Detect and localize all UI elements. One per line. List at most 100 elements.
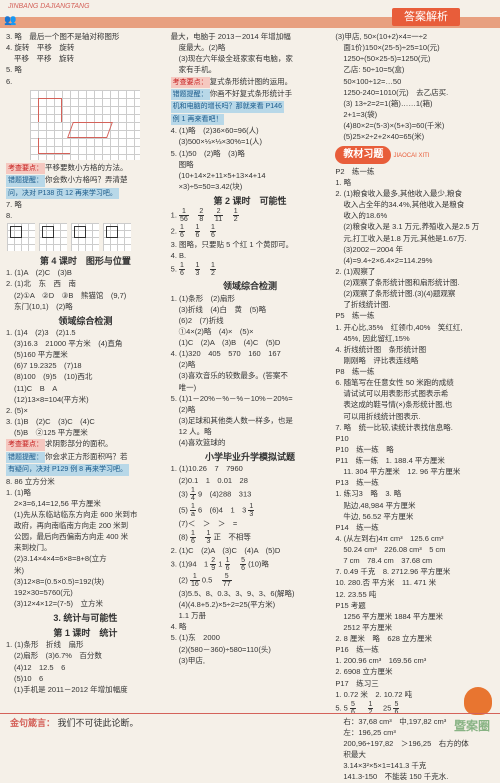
watermark-text: 暨案圈 — [454, 719, 490, 735]
tag-label: 错题提醒： — [6, 452, 45, 463]
text-line: 平移 平移 旋转 — [6, 54, 165, 64]
text-line: 4. 略 — [171, 622, 330, 632]
tag-label: 考查要点： — [171, 77, 210, 88]
text-line: 50×100÷12=…50 — [335, 77, 494, 87]
column-1: 3. 略 最后一个图不是轴对称图形 4. 旋转 平移 旋转 平移 平移 旋转 5… — [6, 32, 165, 683]
column-3: (3)甲店, 50×(10+2)×4=一÷2 面1价)150×(25-5)÷25… — [335, 32, 494, 683]
text-line: 1. (1)4 (2)3 (2)1.5 — [6, 328, 165, 338]
text-line: (2) 116 0.5 577 — [171, 573, 330, 588]
text-line: ×3)÷5=50=3.42(块) — [171, 182, 330, 192]
text-line: P10 练一练 略 — [335, 445, 494, 455]
text-line: 7 cm 78.4 cm 37.68 cm — [335, 556, 494, 566]
text-line: 2+1=3(袋) — [335, 110, 494, 120]
small-grids — [6, 222, 165, 252]
text-line: (2)0.1 1 0.01 28 — [171, 476, 330, 486]
text-line: 1.1 万册 — [171, 611, 330, 621]
text-line: (2)扇形 (3)6.7% 百分数 — [6, 651, 165, 661]
text-line: (3)折线 (4)白 黄 (5)略 — [171, 305, 330, 315]
page-footer: 金句箴言： 我们不可徒此论断。 暨案圈 — [0, 713, 500, 743]
text-line: ①4×(2)略 (4)× (5)× — [171, 327, 330, 337]
text-line: 50.24 cm³ 226.08 cm³ 5 cm — [335, 545, 494, 555]
text-line: 1. 练习3 略 3. 略 — [335, 489, 494, 499]
text-line: P11 练一练 1. 188.4 平方厘米 — [335, 456, 494, 466]
text-line: (1)手机是 2011－2012 年增加幅度 — [6, 685, 165, 695]
shape-icon — [67, 122, 113, 138]
text-line: (2)①A ②D ③B 熊猫馆 (9,7) — [6, 291, 165, 301]
text-line: (1)C (2)A (3)B (4)C (5)D — [171, 338, 330, 348]
text-line: (8) 16 13 正 不相等 — [171, 530, 330, 545]
text-line: (5)160 平方厘米 — [6, 350, 165, 360]
text-line: (4)(4.8+5.2)×5÷2=25(平方米) — [171, 600, 330, 610]
text-line: (3)足球和其他类人数一样多，也是 — [171, 416, 330, 426]
text-line: 唯一) — [171, 383, 330, 393]
text-line: 2512 平方厘米 — [335, 623, 494, 633]
text-line: 乙店: 50÷10=5(盒) — [335, 65, 494, 75]
text-line: 2. (5)× — [6, 406, 165, 416]
tag-text: 机和电脑的增长吗？那就来看 P146 — [171, 101, 284, 112]
text-line: 4. (1)320 405 570 160 167 — [171, 349, 330, 359]
text-line: 贴边,48,984 平方厘米 — [335, 501, 494, 511]
text-line: 最大，电脑于 2013－2014 年增加幅 — [171, 32, 330, 42]
text-line: 刚刚略 评比表连线略 — [335, 356, 494, 366]
text-line: (6)7 19.2325 (7)18 — [6, 361, 165, 371]
text-line: 192×30=5760(元) — [6, 588, 165, 598]
section-title: 第 4 课时 图形与位置 — [6, 255, 165, 267]
answer-analysis-title: 答案解析 — [392, 8, 460, 26]
tag-text: 你画不好复式条形统计手 — [210, 89, 293, 98]
grid-figure — [30, 90, 140, 160]
text-line: 1. (1)条形 折线 扇形 — [6, 640, 165, 650]
text-line: (3)12×8=(0.5×0.5)=192(块) — [6, 577, 165, 587]
text-line: 家有手机。 — [171, 65, 330, 75]
text-line: (3)16.3 21000 平方米 (4)直角 — [6, 339, 165, 349]
text-line: 牛边, 56.52 平方厘米 — [335, 512, 494, 522]
text-line: 8. — [6, 211, 165, 221]
text-line: (3) 13÷2=2=1(箱)……1(箱) — [335, 99, 494, 109]
text-line: 12 人。略 — [171, 427, 330, 437]
text-line: 45%, 因此留红,15% — [335, 334, 494, 344]
text-line: 3. 图略，只要贴 5 个红 1 个黄即可。 — [171, 240, 330, 250]
text-line: 7. 0.49 千克 8. 2712.96 平方厘米 — [335, 567, 494, 577]
text-line: (11)C B A — [6, 384, 165, 394]
text-line: 图略 — [171, 160, 330, 170]
text-line: P10 — [335, 434, 494, 444]
tag-label: 考查要点： — [6, 163, 45, 174]
text-line: 表这成的鞋号情(×)条形统计图,也 — [335, 400, 494, 410]
text-line: 面1价)150×(25-5)÷25=10(元) — [335, 43, 494, 53]
section-title: 第 2 课时 可能性 — [171, 195, 330, 207]
grid-icon — [7, 223, 35, 251]
text-line: P14 练一练 — [335, 523, 494, 533]
text-line: 请试试可以用表影形式图表示希 — [335, 389, 494, 399]
text-line: 4. 旋转 平移 旋转 — [6, 43, 165, 53]
text-line: 2×3=6,14=12,56 平方厘米 — [6, 499, 165, 509]
text-line: 1250÷(50×25-5)=1250(元) — [335, 54, 494, 64]
main-content: 3. 略 最后一个图不是轴对称图形 4. 旋转 平移 旋转 平移 平移 旋转 5… — [0, 28, 500, 713]
text-line: 元,打工收入是1.8 万元,其他是1.67万. — [335, 234, 494, 244]
tag-text: 有疑问，决对 P129 例 8 再来学习吧。 — [6, 464, 129, 475]
text-line: (3)5.5、8、0.3、3、9、3、6(解略) — [171, 589, 330, 599]
tag-label: 错题提醒： — [171, 89, 210, 100]
text-line: (3)500×⅓×⅓×30%=1(人) — [171, 137, 330, 147]
text-line: 5. 16 13 12 — [171, 262, 330, 277]
section-title: 领域综合检测 — [171, 280, 330, 292]
text-line: 2. (1)C (2)A (3)C (4)A (5)D — [171, 546, 330, 556]
text-line: (1)先从东临站临东方向走 600 米到市 — [6, 510, 165, 520]
text-line: 4. B. — [171, 251, 330, 261]
text-line: 7. 略 统一比较,读统计表找信息略. — [335, 423, 494, 433]
fox-icon — [464, 687, 492, 715]
text-line: 3. (1)94 1 29 1 16 56 (10)略 — [171, 557, 330, 572]
footer-label: 金句箴言： — [10, 718, 55, 728]
text-line: (2)略 — [171, 405, 330, 415]
text-line: 6. 随笔写在任意女性 50 米跑的成绩 — [335, 378, 494, 388]
pinyin-text: JIAOCAI XITI — [393, 153, 429, 159]
header-icons: 👥 — [4, 14, 16, 27]
text-line: 2. (1)粮食收入最多,其他收入最少,粮食 — [335, 189, 494, 199]
grid-icon — [103, 223, 131, 251]
text-line: 4. 折线统计图 条形统计图 — [335, 345, 494, 355]
text-line: (2)观察了条形统计图.(3)(4)题观察 — [335, 289, 494, 299]
text-line: 度最大。(2)略 — [171, 43, 330, 53]
text-line: P13 练一练 — [335, 478, 494, 488]
text-line: 1. 200.96 cm³ 169.56 cm³ — [335, 656, 494, 666]
grid-icon — [71, 223, 99, 251]
text-line: 5. (1)1－20%－%－%－10%－20%= — [171, 394, 330, 404]
tag-text: 你会求正方形面积吗？若 — [45, 452, 128, 461]
